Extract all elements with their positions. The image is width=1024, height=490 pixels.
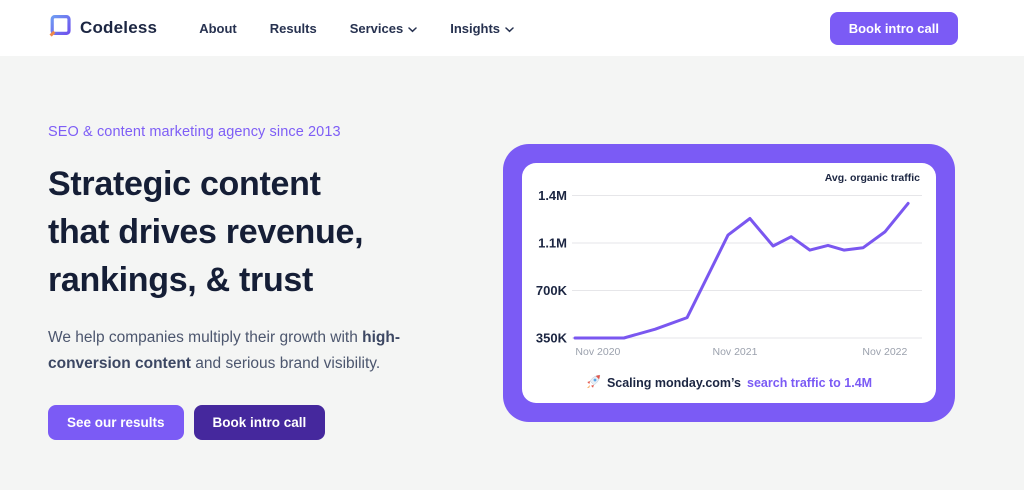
svg-text:700K: 700K (536, 283, 568, 298)
book-intro-call-button[interactable]: Book intro call (829, 11, 958, 45)
traffic-chart-panel: Avg. organic traffic 350K 700K 1.1M 1.4M Nov… (522, 163, 936, 403)
rocket-icon (586, 374, 601, 392)
traffic-chart: 350K 700K 1.1M 1.4M Nov 2020 Nov 2021 Nov 2022 (522, 163, 936, 368)
nav-item-results[interactable]: Results (269, 20, 317, 36)
nav-item-insights[interactable]: Insights (450, 21, 514, 36)
book-intro-call-hero-button[interactable]: Book intro call (193, 405, 326, 440)
heading-line-3: rankings, & trust (48, 261, 314, 299)
svg-text:1.4M: 1.4M (538, 188, 567, 203)
chart-caption: Scaling monday.com’s search traffic to 1… (522, 374, 936, 392)
nav-item-services[interactable]: Services (350, 21, 418, 36)
main-nav: About Results Services Insights (199, 21, 514, 36)
chevron-down-icon (408, 21, 417, 36)
heading-line-1: Strategic content (48, 165, 321, 203)
hero-eyebrow: SEO & content marketing agency since 201… (48, 124, 341, 140)
svg-text:Nov 2020: Nov 2020 (575, 346, 620, 358)
hero-buttons: See our results Book intro call (48, 405, 326, 440)
brand-name: Codeless (80, 18, 158, 37)
chevron-down-icon (505, 21, 514, 36)
codeless-logo-icon (48, 14, 72, 43)
hero-description: We help companies multiply their growth … (48, 329, 401, 372)
svg-text:Nov 2021: Nov 2021 (712, 346, 757, 358)
header: Codeless About Results Services Insights… (0, 0, 1024, 56)
nav-item-about[interactable]: About (199, 20, 237, 36)
heading-line-2: that drives revenue, (48, 213, 364, 251)
chart-caption-highlight[interactable]: search traffic to 1.4M (747, 376, 873, 390)
chart-caption-text: Scaling monday.com’s (606, 376, 742, 390)
page-title: Strategic content that drives revenue, r… (48, 160, 364, 304)
see-our-results-button[interactable]: See our results (48, 405, 184, 440)
logo[interactable]: Codeless (48, 14, 157, 43)
svg-text:Nov 2022: Nov 2022 (862, 346, 907, 358)
traffic-chart-card: Avg. organic traffic 350K 700K 1.1M 1.4M Nov… (503, 144, 955, 422)
svg-text:1.1M: 1.1M (538, 236, 567, 251)
hero-description-bold: high-conversion content (48, 329, 401, 372)
chart-legend-label: Avg. organic traffic (824, 172, 920, 184)
svg-text:350K: 350K (536, 331, 568, 346)
